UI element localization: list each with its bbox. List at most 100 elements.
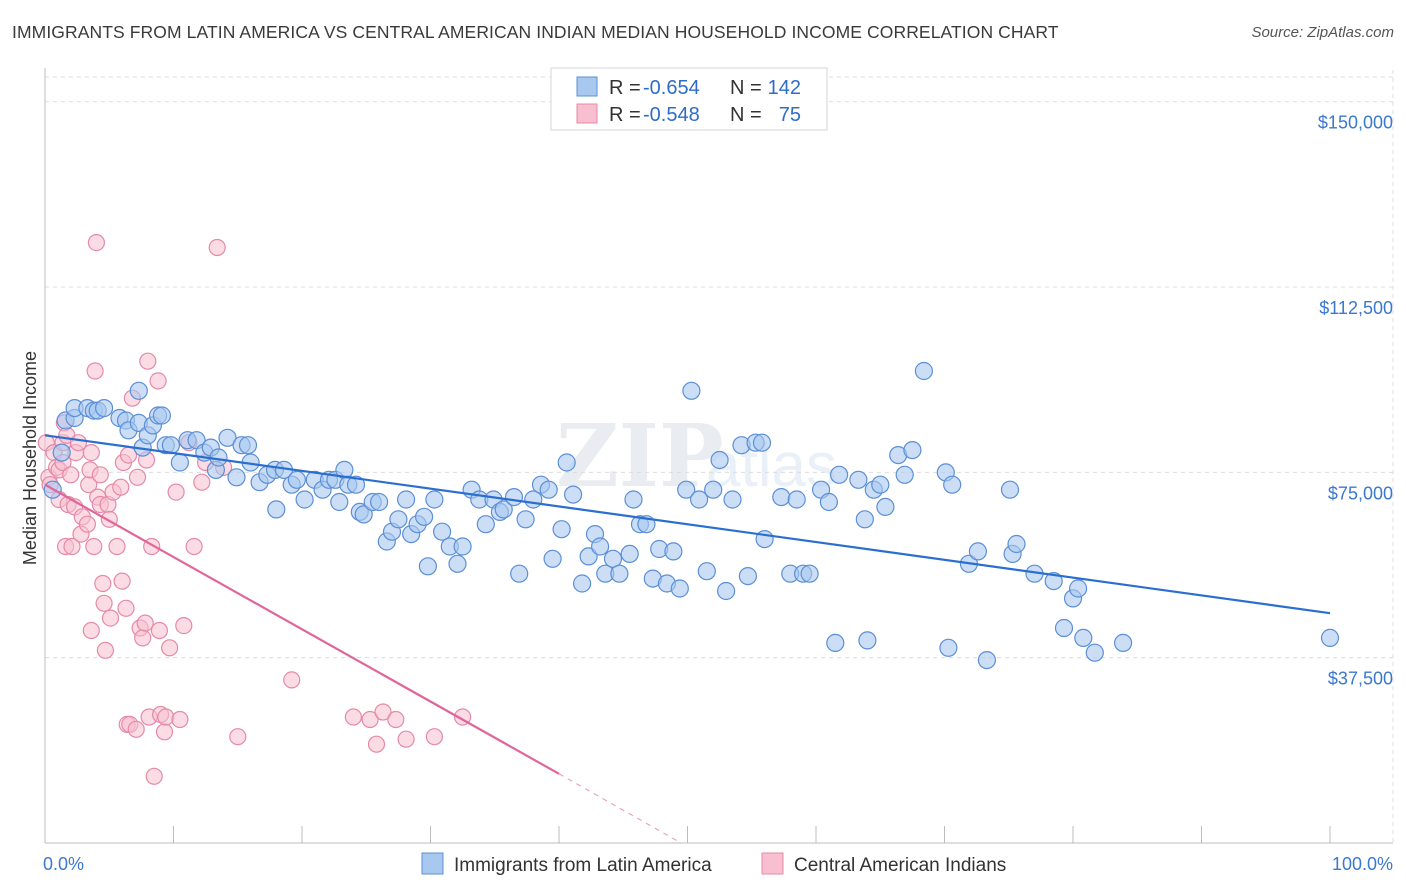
series-central-american-indians (37, 234, 472, 785)
legend-n-label-1: N = (730, 77, 762, 99)
blue-point-113 (787, 490, 806, 509)
trend-lines (44, 434, 1331, 844)
blue-point-45 (330, 492, 349, 512)
blue-point-100 (689, 490, 709, 509)
blue-point-56 (397, 490, 416, 509)
blue-point-138 (1007, 534, 1026, 554)
pink-point-74 (344, 708, 362, 726)
legend-n-value-1: 142 (768, 77, 801, 99)
y-tick-label-0: $37,500 (1328, 669, 1393, 689)
pink-point-31 (94, 574, 112, 593)
pink-point-42 (117, 599, 135, 617)
blue-point-29 (227, 468, 246, 487)
blue-point-132 (943, 475, 962, 494)
legend-swatch-pink (576, 103, 598, 124)
blue-point-120 (849, 470, 868, 489)
pink-point-27 (87, 234, 106, 252)
blue-point-81 (563, 485, 583, 504)
pink-point-56 (145, 767, 163, 785)
pink-point-60 (155, 723, 174, 741)
blue-point-135 (977, 650, 997, 670)
blue-point-36 (267, 500, 286, 519)
blue-point-74 (516, 510, 535, 529)
trend-line-pink (44, 483, 560, 775)
blue-point-119 (829, 465, 849, 484)
blue-point-82 (572, 574, 592, 593)
x-tick-label-min: 0.0% (43, 854, 84, 874)
pink-point-53 (139, 352, 157, 370)
blue-point-77 (539, 480, 558, 499)
legend-swatch-blue (576, 76, 598, 97)
blue-point-62 (433, 522, 452, 541)
y-tick-labels: $37,500 $75,000 $112,500 $150,000 (1318, 113, 1393, 689)
pink-point-73 (283, 671, 301, 689)
pink-point-30 (91, 466, 109, 484)
blue-point-128 (903, 441, 922, 460)
legend-n-value-2: 75 (779, 104, 801, 126)
blue-point-101 (697, 562, 716, 581)
pink-point-39 (112, 478, 130, 496)
bottom-legend-label-pink: Central American Indians (794, 855, 1006, 876)
blue-point-64 (448, 554, 467, 573)
pink-point-24 (82, 621, 100, 640)
blue-point-73 (510, 564, 529, 583)
blue-point-31 (238, 436, 258, 455)
blue-point-83 (579, 547, 598, 566)
blue-point-121 (855, 510, 874, 529)
axes (44, 68, 1393, 844)
legend-r-value-1: -0.654 (643, 77, 700, 99)
pink-point-32 (95, 594, 113, 612)
blue-point-140 (1044, 571, 1063, 591)
blue-point-40 (295, 490, 314, 509)
pink-point-68 (193, 473, 211, 491)
pink-point-72 (229, 728, 247, 746)
blue-point-39 (287, 470, 306, 489)
blue-point-109 (752, 433, 772, 452)
blue-point-72 (504, 488, 524, 507)
blue-point-71 (494, 500, 513, 519)
trend-line-pink-extension (558, 773, 682, 844)
blue-point-122 (858, 631, 877, 650)
blue-point-102 (704, 480, 723, 499)
bottom-legend: Immigrants from Latin America Central Am… (421, 852, 1006, 876)
trend-line-blue (44, 434, 1331, 615)
pink-point-38 (108, 537, 126, 556)
blue-point-115 (800, 564, 819, 583)
pink-point-76 (367, 735, 386, 753)
x-tick-label-max: 100.0% (1332, 854, 1393, 874)
pink-point-62 (161, 639, 179, 657)
pink-point-64 (171, 710, 189, 729)
pink-point-75 (361, 710, 379, 729)
legend-n-label-2: N = (730, 104, 762, 126)
blue-point-28 (218, 428, 237, 447)
blue-point-90 (624, 490, 643, 509)
watermark-zip: ZIP (556, 406, 724, 507)
blue-point-107 (738, 566, 758, 586)
blue-point-65 (453, 537, 472, 556)
pink-point-26 (86, 362, 104, 380)
blue-point-136 (1000, 480, 1020, 499)
pink-point-67 (185, 537, 203, 556)
pink-point-13 (62, 466, 80, 484)
pink-point-61 (157, 708, 175, 726)
pink-point-65 (175, 616, 193, 635)
pink-point-33 (96, 641, 115, 659)
chart-title: IMMIGRANTS FROM LATIN AMERICA VS CENTRAL… (12, 22, 1059, 42)
blue-point-80 (557, 453, 576, 472)
blue-point-98 (677, 480, 696, 499)
pink-point-51 (136, 614, 154, 632)
blue-point-97 (670, 579, 689, 598)
pink-point-58 (150, 621, 168, 640)
blue-point-48 (346, 475, 366, 494)
blue-point-144 (1074, 628, 1093, 648)
blue-point-1 (52, 443, 71, 462)
blue-point-21 (170, 453, 189, 472)
pink-point-78 (387, 710, 405, 729)
blue-point-131 (939, 638, 958, 657)
blue-point-105 (723, 490, 742, 509)
blue-point-12 (129, 381, 148, 400)
pink-point-14 (63, 537, 81, 556)
pink-point-40 (113, 572, 131, 590)
pink-point-36 (101, 609, 120, 627)
